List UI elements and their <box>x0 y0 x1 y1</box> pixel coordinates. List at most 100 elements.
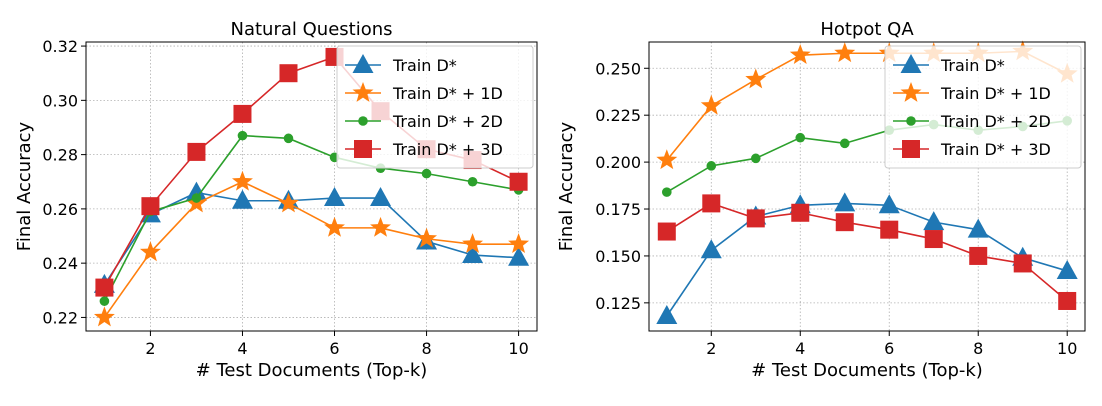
data-point <box>834 192 856 212</box>
data-point <box>139 241 161 262</box>
legend-label: Train D* + 3D <box>392 140 503 159</box>
legend-label: Train D* <box>940 56 1005 75</box>
x-axis: 2 4 6 8 10 # Test Documents (Top-k) <box>706 331 1077 381</box>
y-tick-label: 0.200 <box>595 153 641 172</box>
legend-label: Train D* + 2D <box>392 112 503 131</box>
x-axis-label: # Test Documents (Top-k) <box>196 360 428 381</box>
data-point <box>278 192 299 213</box>
legend-marker <box>900 82 922 102</box>
legend-marker <box>906 116 916 126</box>
y-axis-label: Final Accuracy <box>556 121 577 251</box>
data-point <box>231 189 253 209</box>
legend-label: Train D* + 2D <box>940 112 1051 131</box>
y-tick-label: 0.125 <box>595 294 641 313</box>
chart-hotpot-qa: Train D* Train D* + 1D Train D* + 2D Train … <box>556 19 1086 381</box>
y-tick-label: 0.250 <box>595 59 641 78</box>
series-train-d-star-plus-3d <box>657 194 1077 310</box>
y-tick-label: 0.150 <box>595 247 641 266</box>
legend-marker <box>352 54 374 73</box>
legend-marker <box>900 54 922 73</box>
data-point <box>702 194 721 213</box>
data-point <box>508 246 530 266</box>
data-point <box>789 44 811 65</box>
y-tick-label: 0.22 <box>42 308 78 327</box>
y-tick-label: 0.225 <box>595 106 641 125</box>
x-tick-label: 8 <box>973 339 983 358</box>
series-train-d-star-plus-1d <box>93 170 530 327</box>
data-point <box>750 153 761 164</box>
data-point <box>746 209 765 228</box>
x-tick-label: 4 <box>795 339 805 358</box>
legend-label: Train D* <box>392 56 457 75</box>
x-tick-label: 8 <box>421 339 431 358</box>
data-point <box>791 203 810 222</box>
data-point <box>370 187 392 207</box>
legend-item-train-d-star: Train D* <box>893 54 1005 75</box>
data-point <box>421 168 432 179</box>
y-axis: 0.22 0.24 0.26 0.28 0.30 0.32 Final Accuracy <box>14 37 86 327</box>
data-point <box>370 216 391 237</box>
y-axis: 0.125 0.150 0.175 0.200 0.225 0.250 Final Accu… <box>556 59 649 313</box>
y-tick-label: 0.24 <box>42 254 78 273</box>
y-axis-label: Final Accuracy <box>14 121 35 251</box>
data-point <box>324 187 346 207</box>
data-point <box>1058 291 1077 310</box>
data-point <box>700 94 722 115</box>
y-tick-label: 0.30 <box>42 91 78 110</box>
data-point <box>700 239 722 259</box>
x-tick-label: 2 <box>145 339 155 358</box>
data-point <box>924 230 943 249</box>
legend-item-train-d-star-plus-1d: Train D* + 1D <box>345 82 503 103</box>
chart-title: Natural Questions <box>231 19 393 40</box>
data-point <box>706 161 717 171</box>
data-point <box>509 172 528 191</box>
legend-item-train-d-star-plus-2d: Train D* + 2D <box>893 112 1051 131</box>
legend-label: Train D* + 3D <box>940 140 1051 159</box>
legend-frame <box>336 45 534 169</box>
data-point <box>191 193 202 203</box>
data-point <box>99 296 110 306</box>
data-point <box>187 142 206 161</box>
data-point <box>1056 259 1078 279</box>
data-point <box>839 138 850 149</box>
y-tick-label: 0.32 <box>42 37 78 56</box>
legend-frame <box>884 45 1082 169</box>
data-point <box>745 68 767 89</box>
data-point <box>878 194 900 214</box>
data-point <box>661 187 672 197</box>
data-point <box>185 181 207 201</box>
x-tick-label: 4 <box>237 339 247 358</box>
data-point <box>835 213 854 232</box>
series-line <box>103 180 519 318</box>
x-tick-label: 10 <box>1057 339 1077 358</box>
x-axis: 2 4 6 8 10 # Test Documents (Top-k) <box>145 331 529 381</box>
x-tick-label: 6 <box>329 339 339 358</box>
data-point <box>141 197 160 216</box>
chart-natural-questions: Train D* Train D* + 1D Train D* + 2D Train … <box>14 19 538 381</box>
legend-label: Train D* + 1D <box>940 84 1051 103</box>
data-point <box>834 42 856 63</box>
legend: Train D* Train D* + 1D Train D* + 2D Train … <box>336 45 534 169</box>
data-point <box>508 233 530 254</box>
data-point <box>656 149 678 170</box>
series-line <box>103 134 519 302</box>
x-axis-label: # Test Documents (Top-k) <box>751 360 983 381</box>
legend-item-train-d-star-plus-2d: Train D* + 2D <box>345 112 503 131</box>
legend-marker <box>902 140 920 158</box>
data-point <box>657 222 676 241</box>
x-tick-label: 10 <box>508 339 528 358</box>
grid <box>649 42 1085 331</box>
legend-marker <box>358 116 368 126</box>
legend-marker <box>352 82 374 102</box>
data-point <box>233 104 252 123</box>
data-point <box>237 130 248 141</box>
series-line <box>666 202 1068 302</box>
series-line <box>103 191 519 286</box>
data-point <box>923 211 945 231</box>
data-point <box>95 278 114 297</box>
axes-frame <box>85 41 538 332</box>
data-point <box>967 218 989 238</box>
data-point <box>462 233 484 254</box>
data-point <box>279 64 298 83</box>
data-point <box>416 227 438 248</box>
